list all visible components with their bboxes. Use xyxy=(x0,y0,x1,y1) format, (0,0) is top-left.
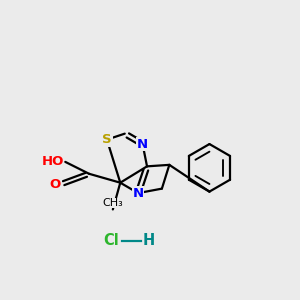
Text: CH₃: CH₃ xyxy=(103,198,123,208)
Text: Cl: Cl xyxy=(103,233,119,248)
Text: N: N xyxy=(133,187,144,200)
Text: H: H xyxy=(142,233,155,248)
Text: S: S xyxy=(102,133,112,146)
Text: N: N xyxy=(137,138,148,151)
Text: O: O xyxy=(50,178,61,191)
Text: HO: HO xyxy=(41,155,64,168)
